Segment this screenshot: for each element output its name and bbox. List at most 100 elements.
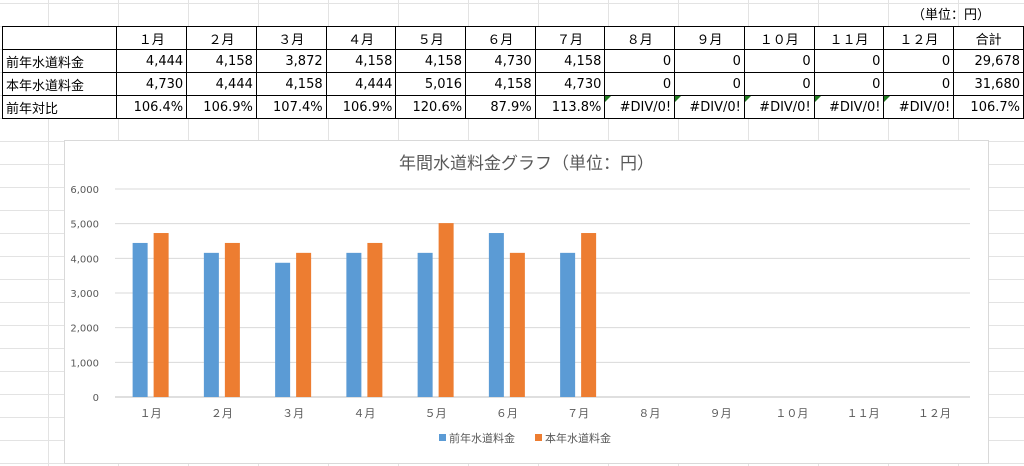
header-cell[interactable]: ９月	[674, 26, 745, 50]
y-tick-label: 3,000	[70, 289, 99, 300]
y-tick-label: 1,000	[70, 358, 99, 369]
x-tick-label: １０月	[775, 407, 808, 420]
table-cell[interactable]: 4,158	[325, 49, 397, 73]
table-cell[interactable]: 4,158	[255, 72, 327, 96]
header-cell[interactable]: 合計	[953, 26, 1024, 50]
table-cell[interactable]: 4,444	[186, 72, 257, 96]
table-cell[interactable]: 0	[604, 72, 676, 96]
x-tick-label: １月	[140, 407, 162, 420]
header-cell[interactable]: ２月	[186, 26, 257, 50]
table-cell[interactable]: 4,158	[186, 49, 257, 73]
bar-prev-year	[203, 252, 219, 397]
bar-this-year	[509, 252, 525, 397]
table-cell[interactable]: 106.9%	[325, 95, 397, 119]
table-cell[interactable]: 4,730	[116, 72, 188, 96]
bar-chart: 年間水道料金グラフ（単位：円） 0 1,000 2,000 3,000 4,000 5,00…	[70, 154, 970, 445]
bar-this-year	[581, 233, 597, 397]
chart-title: 年間水道料金グラフ（単位：円）	[399, 154, 654, 174]
x-tick-label: ７月	[567, 407, 589, 420]
bar-prev-year	[560, 252, 576, 397]
table-cell[interactable]: 0	[883, 72, 955, 96]
header-cell[interactable]: ４月	[325, 26, 397, 50]
x-tick-label: ８月	[638, 407, 660, 420]
table-cell[interactable]: 4,730	[465, 49, 536, 73]
header-cell[interactable]: １月	[116, 26, 188, 50]
chart-area[interactable]: 年間水道料金グラフ（単位：円） 0 1,000 2,000 3,000 4,000 5,00…	[64, 140, 989, 464]
table-row: 前年水道料金 4,444 4,158 3,872 4,158 4,158 4,730 4,15…	[1, 49, 1024, 73]
bar-this-year	[224, 242, 240, 397]
legend-swatch	[439, 434, 446, 441]
table-cell[interactable]: 107.4%	[255, 95, 327, 119]
table-row: 前年対比 106.4% 106.9% 107.4% 106.9% 120.6% 87.9% 1…	[1, 95, 1024, 119]
row-label[interactable]: 前年対比	[1, 95, 118, 119]
bar-this-year	[153, 233, 169, 397]
bar-prev-year	[275, 262, 291, 397]
legend-label: 本年水道料金	[545, 431, 611, 445]
y-tick-label: 0	[93, 393, 99, 404]
bar-prev-year	[417, 252, 433, 397]
y-tick-label: 4,000	[70, 254, 99, 265]
header-cell[interactable]: ８月	[604, 26, 676, 50]
table-cell[interactable]: #DIV/0!	[604, 95, 676, 119]
bar-prev-year	[346, 252, 362, 397]
y-tick-label: 2,000	[70, 324, 99, 335]
table-cell[interactable]: 0	[813, 49, 885, 73]
x-tick-label: ４月	[353, 407, 375, 420]
x-tick-label: ５月	[425, 407, 447, 420]
header-cell[interactable]: ３月	[255, 26, 327, 50]
table-cell[interactable]: 0	[604, 49, 676, 73]
unit-note: （単位：円）	[912, 8, 991, 23]
water-fee-table: １月 ２月 ３月 ４月 ５月 ６月 ７月 ８月 ９月 １０月 １１月 １２月 合計 前年水道料金 4,444…	[1, 26, 1024, 119]
table-cell[interactable]: 0	[674, 72, 745, 96]
x-tick-label: １１月	[847, 407, 880, 420]
row-label[interactable]: 本年水道料金	[1, 72, 118, 96]
table-cell[interactable]: 29,678	[953, 49, 1024, 73]
table-row: 本年水道料金 4,730 4,444 4,158 4,444 5,016 4,158 4,73…	[1, 72, 1024, 96]
legend-swatch	[535, 434, 542, 441]
table-cell[interactable]: 106.9%	[186, 95, 257, 119]
table-cell[interactable]: 4,158	[534, 49, 606, 73]
row-label[interactable]: 前年水道料金	[1, 49, 118, 73]
table-cell[interactable]: 106.4%	[116, 95, 188, 119]
table-cell[interactable]: 4,444	[325, 72, 397, 96]
x-tick-label: ９月	[710, 407, 732, 420]
table-cell[interactable]: 0	[883, 49, 955, 73]
table-cell[interactable]: 4,730	[534, 72, 606, 96]
table-cell[interactable]: 4,444	[116, 49, 188, 73]
table-cell[interactable]: 31,680	[953, 72, 1024, 96]
table-cell[interactable]: 0	[813, 72, 885, 96]
table-cell[interactable]: 0	[743, 49, 815, 73]
header-cell[interactable]: ７月	[534, 26, 606, 50]
table-cell[interactable]: 87.9%	[465, 95, 536, 119]
table-cell[interactable]: 0	[743, 72, 815, 96]
table-cell[interactable]: #DIV/0!	[883, 95, 955, 119]
table-cell[interactable]: 4,158	[465, 72, 536, 96]
header-cell[interactable]: １１月	[813, 26, 885, 50]
legend-label: 前年水道料金	[449, 431, 515, 445]
x-tick-label: １２月	[918, 407, 951, 420]
table-cell[interactable]: 4,158	[395, 49, 467, 73]
bar-prev-year	[132, 242, 148, 397]
table-cell[interactable]: 113.8%	[534, 95, 606, 119]
x-tick-label: ３月	[282, 407, 304, 420]
header-cell[interactable]: ５月	[395, 26, 467, 50]
bar-this-year	[296, 252, 312, 397]
x-tick-label: ２月	[211, 407, 233, 420]
header-cell[interactable]: １２月	[883, 26, 955, 50]
table-cell[interactable]: 5,016	[395, 72, 467, 96]
table-cell[interactable]: 0	[674, 49, 745, 73]
bar-this-year	[438, 223, 454, 397]
header-cell[interactable]: １０月	[743, 26, 815, 50]
y-tick-label: 6,000	[70, 185, 99, 196]
table-header-row: １月 ２月 ３月 ４月 ５月 ６月 ７月 ８月 ９月 １０月 １１月 １２月 合計	[1, 26, 1024, 50]
table-cell[interactable]: #DIV/0!	[674, 95, 745, 119]
header-cell[interactable]: ６月	[465, 26, 536, 50]
table-cell[interactable]: #DIV/0!	[813, 95, 885, 119]
table-cell[interactable]: #DIV/0!	[743, 95, 815, 119]
header-cell[interactable]	[1, 26, 118, 50]
table-cell[interactable]: 106.7%	[953, 95, 1024, 119]
bar-this-year	[367, 242, 383, 397]
table-cell[interactable]: 120.6%	[395, 95, 467, 119]
table-cell[interactable]: 3,872	[255, 49, 327, 73]
bar-prev-year	[488, 233, 504, 397]
